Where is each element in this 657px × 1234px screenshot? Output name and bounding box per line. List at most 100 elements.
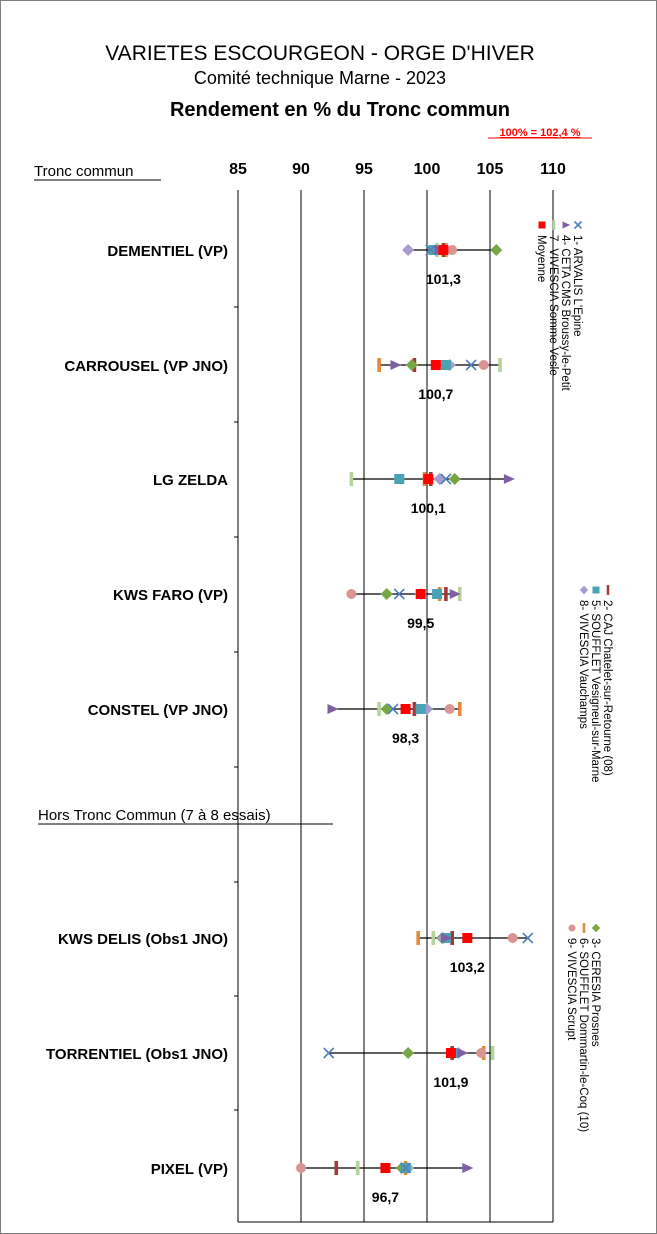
variety-row: TORRENTIEL (Obs1 JNO) 101,9	[46, 1046, 495, 1090]
marker-5	[440, 360, 451, 370]
legend-item: 7- VIVESCIA Somme-Vesle	[547, 220, 559, 376]
variety-rows: DEMENTIEL (VP) 101,3 CARROUSEL (VP JNO) 100…	[46, 243, 534, 1205]
variety-name: PIXEL (VP)	[151, 1161, 228, 1178]
legend-item: 9- VIVESCIA Scrupt	[565, 924, 577, 1041]
x-axis: 85 90 95 100 105 110	[229, 161, 566, 1223]
mean-label: 101,3	[426, 271, 461, 287]
marker-5	[592, 586, 600, 594]
variety-row: LG ZELDA 100,1	[153, 472, 515, 516]
legend-item: 8- VIVESCIA Vauchamps	[577, 585, 589, 729]
mean-label: 101,9	[433, 1074, 468, 1090]
legend-label: 2- CAJ Chatelet-sur-Retourne (08)	[601, 600, 613, 776]
marker-7	[377, 702, 381, 716]
section-main-label: Tronc commun	[34, 163, 133, 180]
variety-name: TORRENTIEL (Obs1 JNO)	[46, 1046, 228, 1063]
variety-name: KWS DELIS (Obs1 JNO)	[58, 931, 228, 948]
x-tick-label: 105	[477, 161, 504, 178]
marker-4	[462, 1163, 474, 1173]
marker-6	[582, 923, 586, 933]
marker-8	[433, 473, 446, 485]
variety-name: LG ZELDA	[153, 472, 228, 489]
variety-name: CARROUSEL (VP JNO)	[64, 358, 228, 375]
legend-label: 9- VIVESCIA Scrupt	[565, 938, 577, 1041]
marker-M	[445, 1048, 456, 1058]
marker-4	[449, 589, 461, 599]
x-tick-label: 90	[292, 161, 310, 178]
x-tick-label: 110	[540, 161, 566, 178]
variety-name: CONSTEL (VP JNO)	[88, 702, 228, 719]
marker-8	[402, 244, 415, 256]
legend-label: 1- ARVALIS L'Epine	[571, 235, 583, 337]
marker-1	[425, 244, 437, 256]
marker-9	[444, 704, 455, 714]
legend-label: 5- SOUFFLET Vesigneul-sur-Marne	[589, 600, 601, 783]
marker-7	[498, 358, 502, 372]
marker-9	[507, 933, 518, 943]
marker-7	[355, 1161, 360, 1175]
marker-4	[562, 221, 571, 229]
marker-3	[402, 1047, 415, 1059]
x-tick-label: 100	[414, 161, 441, 178]
marker-5	[394, 474, 405, 484]
marker-4	[327, 704, 339, 714]
marker-M	[430, 360, 441, 370]
marker-7	[490, 1046, 495, 1060]
marker-M	[423, 474, 434, 484]
reference-note: 100% = 102,4 %	[499, 127, 580, 139]
marker-M	[380, 1163, 391, 1173]
marker-1	[465, 359, 477, 371]
marker-4	[390, 360, 402, 370]
marker-4	[440, 933, 452, 943]
marker-3	[490, 244, 503, 256]
marker-6	[416, 931, 420, 945]
marker-1	[400, 1162, 412, 1174]
legend-label: 7- VIVESCIA Somme-Vesle	[547, 235, 559, 376]
marker-9	[476, 1048, 487, 1058]
marker-1	[387, 703, 399, 715]
chart-title: VARIETES ESCOURGEON - ORGE D'HIVER	[105, 42, 535, 65]
legend-label: 3- CERESIA Prosnes	[589, 938, 601, 1047]
marker-4	[457, 1048, 469, 1058]
marker-3	[405, 359, 418, 371]
legend-label: 8- VIVESCIA Vauchamps	[577, 600, 589, 729]
legend-item: 1- ARVALIS L'Epine	[571, 220, 583, 337]
mean-label: 103,2	[450, 959, 485, 975]
mean-label: 98,3	[392, 730, 419, 746]
marker-2	[450, 931, 454, 945]
variety-row: KWS DELIS (Obs1 JNO) 103,2	[58, 931, 534, 975]
marker-1	[440, 473, 452, 485]
marker-5	[415, 704, 426, 714]
mean-label: 100,7	[418, 386, 453, 402]
marker-3	[380, 588, 393, 600]
variety-row: CARROUSEL (VP JNO) 100,7	[64, 358, 502, 402]
legend-label: 6- SOUFFLET Dommartin-le-Coq (10)	[577, 938, 589, 1132]
marker-M	[462, 933, 473, 943]
marker-5	[432, 589, 443, 599]
variety-row: PIXEL (VP) 96,7	[151, 1161, 474, 1205]
marker-9	[478, 360, 489, 370]
marker-1	[522, 932, 534, 944]
marker-2	[412, 702, 417, 716]
legend-label: Moyenne	[535, 235, 547, 282]
marker-3	[380, 703, 393, 715]
marker-4	[503, 474, 515, 484]
legend-item: 6- SOUFFLET Dommartin-le-Coq (10)	[577, 923, 589, 1132]
marker-9	[346, 589, 357, 599]
marker-1	[393, 588, 405, 600]
marker-1	[323, 1047, 335, 1059]
legend-item: 4- CETA CMS Broussy-le-Petit	[559, 221, 571, 392]
legend-label: 4- CETA CMS Broussy-le-Petit	[559, 235, 571, 392]
marker-3	[591, 923, 601, 933]
marker-9	[296, 1163, 306, 1173]
mean-label: 100,1	[411, 500, 446, 516]
marker-3	[448, 473, 461, 485]
marker-6	[457, 702, 462, 716]
marker-9	[568, 924, 576, 932]
legend-item: Moyenne	[535, 221, 547, 282]
legend-item: 5- SOUFFLET Vesigneul-sur-Marne	[589, 586, 601, 783]
mean-label: 96,7	[372, 1189, 399, 1205]
legend-item: 3- CERESIA Prosnes	[589, 923, 601, 1047]
marker-2	[606, 585, 610, 595]
